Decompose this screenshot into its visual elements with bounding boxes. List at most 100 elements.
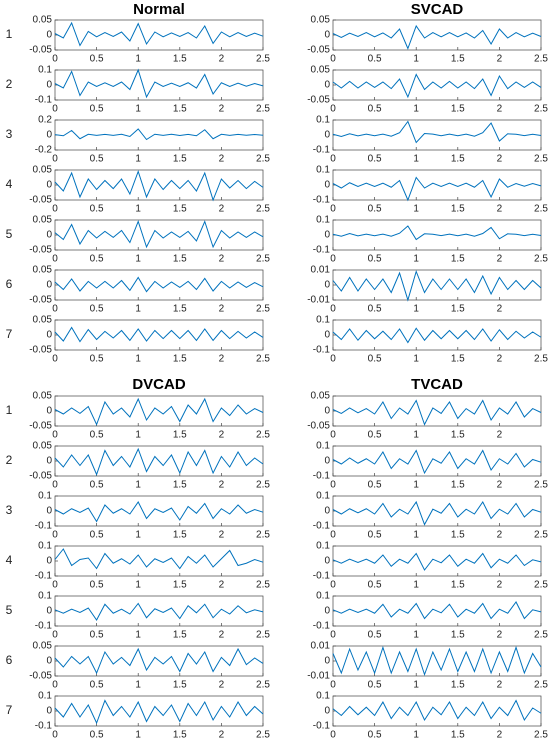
y-tick-label: 0.1	[316, 165, 330, 176]
x-tick-label: 0	[330, 680, 336, 691]
x-tick-label: 1	[413, 104, 419, 115]
x-tick-label: 1	[413, 204, 419, 215]
x-tick-label: 0	[330, 354, 336, 365]
x-tick-label: 1.5	[173, 154, 187, 165]
y-tick-label: 0.01	[311, 265, 331, 276]
x-tick-label: 1.5	[451, 304, 465, 315]
signal-line	[54, 169, 264, 202]
x-tick-label: 1.5	[451, 530, 465, 541]
y-tick-label: -0.05	[29, 471, 52, 482]
x-tick-label: 0	[330, 104, 336, 115]
row-label: 2	[6, 77, 13, 91]
x-tick-label: 0	[52, 304, 58, 315]
x-tick-label: 0.5	[368, 580, 382, 591]
x-tick-label: 1	[135, 730, 141, 741]
y-tick-label: -0.1	[313, 471, 331, 482]
signal-line	[54, 501, 264, 523]
x-tick-label: 2	[497, 730, 503, 741]
x-tick-label: 0.5	[90, 54, 104, 65]
x-tick-label: 1.5	[451, 54, 465, 65]
y-tick-label: 0.05	[33, 315, 53, 326]
x-tick-label: 2.5	[256, 580, 270, 591]
x-tick-label: 2	[497, 480, 503, 491]
x-tick-label: 0.5	[90, 680, 104, 691]
y-tick-label: 0.05	[311, 15, 331, 26]
y-tick-label: -0.05	[29, 345, 52, 356]
y-tick-label: -0.1	[35, 521, 53, 532]
y-tick-label: 0.05	[33, 215, 53, 226]
signal-line	[332, 176, 542, 202]
x-tick-label: 0.5	[368, 204, 382, 215]
x-tick-label: 2	[219, 580, 225, 591]
x-tick-label: 2.5	[534, 354, 548, 365]
y-tick-label: 0	[46, 180, 52, 191]
y-tick-label: 0.05	[311, 65, 331, 76]
x-tick-label: 0.5	[90, 730, 104, 741]
x-tick-label: 1	[135, 154, 141, 165]
x-tick-label: 0	[52, 54, 58, 65]
x-tick-label: 1	[135, 354, 141, 365]
x-tick-label: 2.5	[534, 204, 548, 215]
y-tick-label: 0.1	[316, 315, 330, 326]
y-tick-label: -0.1	[313, 145, 331, 156]
y-tick-label: 0	[324, 556, 330, 567]
x-tick-label: 1	[135, 480, 141, 491]
x-tick-label: 1	[413, 154, 419, 165]
signal-line	[332, 500, 542, 526]
x-tick-label: 0	[330, 530, 336, 541]
x-tick-label: 1.5	[451, 204, 465, 215]
axes-box	[54, 219, 264, 251]
x-tick-label: 1.5	[451, 254, 465, 265]
row-label: 4	[6, 177, 13, 191]
x-tick-label: 1	[135, 630, 141, 641]
x-tick-label: 1.5	[173, 530, 187, 541]
x-tick-label: 2.5	[256, 54, 270, 65]
y-tick-label: 0.1	[316, 441, 330, 452]
y-tick-label: 0.05	[33, 265, 53, 276]
x-tick-label: 2.5	[534, 730, 548, 741]
x-tick-label: 1	[413, 254, 419, 265]
x-tick-label: 2	[219, 104, 225, 115]
x-tick-label: 0.5	[368, 630, 382, 641]
y-tick-label: -0.05	[29, 671, 52, 682]
x-tick-label: 0.5	[90, 480, 104, 491]
signal-line	[332, 449, 542, 475]
y-tick-label: 0.1	[38, 591, 52, 602]
x-tick-label: 0	[52, 680, 58, 691]
x-tick-label: 1	[413, 54, 419, 65]
x-tick-label: 0.5	[368, 354, 382, 365]
x-tick-label: 1.5	[451, 630, 465, 641]
y-tick-label: 0.05	[33, 391, 53, 402]
x-tick-label: 0.5	[90, 580, 104, 591]
row-label: 6	[6, 277, 13, 291]
signal-line	[54, 68, 264, 99]
x-tick-label: 1.5	[173, 354, 187, 365]
x-tick-label: 2.5	[256, 104, 270, 115]
y-tick-label: -0.1	[313, 245, 331, 256]
x-tick-label: 1.5	[173, 204, 187, 215]
x-tick-label: 2.5	[256, 354, 270, 365]
x-tick-label: 2	[219, 154, 225, 165]
signal-line	[332, 645, 542, 677]
x-tick-label: 0	[52, 480, 58, 491]
x-tick-label: 2.5	[534, 530, 548, 541]
y-tick-label: -0.1	[313, 571, 331, 582]
x-tick-label: 0	[52, 204, 58, 215]
x-tick-label: 1.5	[451, 430, 465, 441]
y-tick-label: -0.1	[35, 571, 53, 582]
x-tick-label: 0.5	[90, 254, 104, 265]
y-tick-label: -0.1	[313, 721, 331, 732]
x-tick-label: 0	[330, 254, 336, 265]
y-tick-label: 0	[324, 606, 330, 617]
x-tick-label: 2.5	[256, 630, 270, 641]
x-tick-label: 0	[330, 430, 336, 441]
x-tick-label: 2	[497, 154, 503, 165]
x-tick-label: 1.5	[173, 430, 187, 441]
y-tick-label: 0.1	[316, 215, 330, 226]
signal-line	[332, 120, 542, 144]
x-tick-label: 1	[413, 430, 419, 441]
x-tick-label: 2	[219, 730, 225, 741]
y-tick-label: 0	[46, 130, 52, 141]
x-tick-label: 2	[497, 680, 503, 691]
